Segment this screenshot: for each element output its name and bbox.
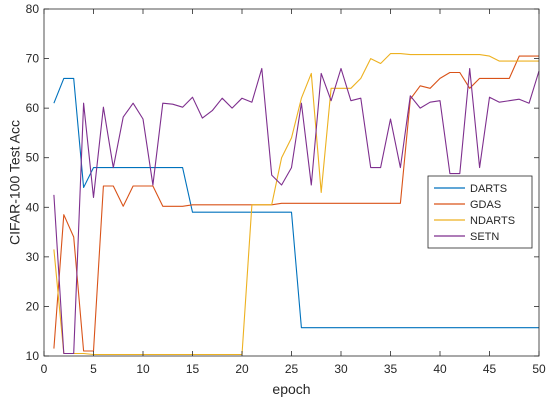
x-tick-label: 35 [384, 362, 398, 376]
legend-label-ndarts: NDARTS [470, 215, 515, 227]
x-tick-label: 50 [532, 362, 546, 376]
series-line-ndarts [53, 53, 539, 356]
x-tick-label: 40 [433, 362, 447, 376]
axes [43, 8, 540, 357]
x-tick-label: 20 [235, 362, 249, 376]
y-tick-label: 60 [26, 101, 40, 115]
y-tick-label: 70 [26, 52, 40, 66]
y-tick-label: 20 [26, 299, 40, 313]
series-layer [53, 53, 540, 356]
legend-label-setn: SETN [470, 231, 499, 243]
y-tick-label: 10 [26, 349, 40, 363]
y-tick-label: 50 [26, 151, 40, 165]
x-tick-label: 10 [136, 362, 150, 376]
series-line-setn [53, 67, 540, 355]
series-line-gdas [53, 55, 539, 352]
legend-label-gdas: GDAS [470, 199, 501, 211]
x-axis-label: epoch [272, 381, 310, 397]
y-tick-label: 80 [26, 2, 40, 16]
y-axis-label: CIFAR-100 Test Acc [7, 120, 23, 245]
x-tick-label: 30 [334, 362, 348, 376]
tick-labels: 0 5 10 15 20 25 30 35 40 45 50 10 20 30 40 50 60 70 80 [26, 2, 546, 376]
legend: DARTS GDAS NDARTS SETN [427, 175, 533, 249]
x-tick-label: 25 [285, 362, 299, 376]
x-tick-label: 0 [41, 362, 48, 376]
legend-label-darts: DARTS [470, 183, 507, 195]
y-tick-label: 40 [26, 200, 40, 214]
series-line-darts [53, 77, 539, 329]
x-tick-label: 15 [186, 362, 200, 376]
y-tick-label: 30 [26, 250, 40, 264]
x-tick-label: 45 [483, 362, 497, 376]
x-tick-label: 5 [90, 362, 97, 376]
